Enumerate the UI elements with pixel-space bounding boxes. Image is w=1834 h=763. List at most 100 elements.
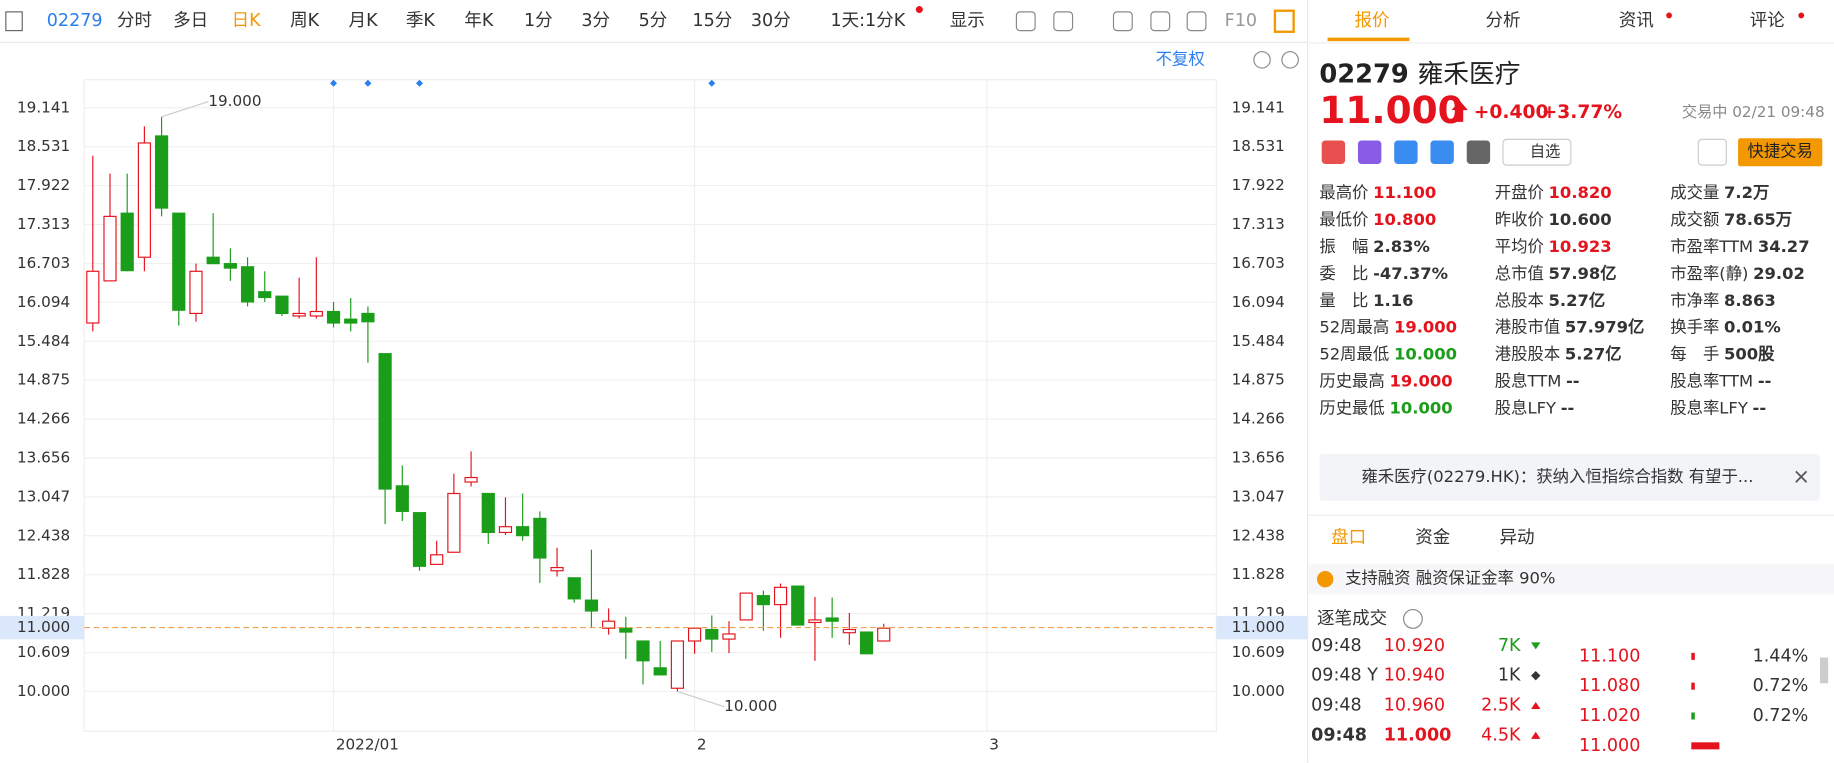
period-tab[interactable]: 日K	[232, 11, 262, 31]
tool-icon[interactable]	[1186, 11, 1207, 32]
stat-item: 市净率 8.863	[1670, 290, 1776, 309]
y2-tick-label: 15.484	[1232, 332, 1285, 350]
stat-item: 52周最高 19.000	[1319, 317, 1457, 336]
feature-icon[interactable]	[1394, 140, 1418, 164]
adjust-toggle[interactable]: 不复权	[1156, 49, 1205, 68]
candle-body	[464, 476, 478, 483]
feature-icon[interactable]	[1357, 140, 1382, 164]
stat-item: 平均价 10.923	[1495, 236, 1612, 255]
period-tab[interactable]: 多日	[173, 11, 208, 31]
feature-icon[interactable]	[1321, 140, 1346, 164]
period-tab[interactable]: 15分	[692, 11, 732, 31]
period-tab[interactable]: 季K	[406, 11, 436, 31]
tool-icon[interactable]	[1053, 11, 1074, 32]
f10-button[interactable]: F10	[1225, 11, 1257, 31]
event-marker[interactable]	[415, 79, 424, 87]
margin-text: 支持融资 融资保证金率 90%	[1345, 569, 1555, 588]
period-tab[interactable]: 5分	[639, 11, 668, 31]
stat-label: 成交量	[1670, 183, 1719, 202]
help-icon[interactable]	[1402, 608, 1423, 629]
period-tab[interactable]: 月K	[349, 11, 379, 31]
period-tab[interactable]: 分时	[117, 11, 152, 31]
stat-item: 历史最高 19.000	[1319, 371, 1452, 390]
stat-value: 29.02	[1753, 263, 1805, 282]
panel-tab[interactable]: 报价	[1354, 11, 1389, 31]
feature-icon[interactable]	[1466, 140, 1491, 164]
candle-body	[430, 554, 444, 565]
candle-body	[137, 142, 151, 258]
trade-time: 09:48	[1311, 636, 1362, 656]
stat-value: 0.01%	[1724, 317, 1781, 336]
candle-body	[619, 627, 633, 633]
x-tick-label: 2022/01	[336, 736, 399, 754]
y-tick-label: 14.266	[17, 410, 70, 428]
quote-price: 11.000	[1319, 88, 1463, 132]
panel-tab[interactable]: 资讯	[1619, 11, 1654, 31]
stat-value: 10.000	[1389, 398, 1452, 417]
stat-value: 2.83%	[1373, 236, 1430, 255]
stat-label: 历史最高	[1319, 371, 1384, 390]
candle-chart: 19.141 19.141 18.531 18.531 17.922 17.922 17.3…	[0, 79, 1308, 754]
period-tab[interactable]: 30分	[751, 11, 791, 31]
badge-dot	[1666, 12, 1673, 19]
stat-item: 股息TTM --	[1495, 371, 1580, 390]
stat-value: 10.600	[1549, 210, 1612, 229]
period-tab[interactable]: 3分	[581, 11, 610, 31]
period-tab[interactable]: 周K	[290, 11, 320, 31]
period-dot	[915, 6, 923, 14]
tool-icon[interactable]	[1112, 11, 1133, 32]
stat-item: 振 幅 2.83%	[1319, 236, 1430, 255]
zoom-in[interactable]	[1281, 51, 1299, 69]
event-marker[interactable]	[708, 79, 716, 87]
candle-body	[808, 619, 822, 624]
period-tab[interactable]: 年K	[464, 11, 494, 31]
layout-icon[interactable]	[1273, 9, 1295, 33]
feature-icon[interactable]	[1430, 140, 1454, 164]
tool-icon[interactable]	[1150, 11, 1171, 32]
last-price-tag	[0, 615, 85, 640]
watch-button[interactable]	[1502, 138, 1572, 166]
period-select[interactable]: 1天:1分K	[830, 11, 905, 31]
stat-item: 成交量 7.2万	[1670, 183, 1769, 202]
candle-body	[722, 633, 736, 640]
panel-tab[interactable]: 分析	[1485, 11, 1520, 31]
tool-icon[interactable]	[1015, 11, 1036, 32]
trade-label[interactable]: 快捷交易	[1747, 142, 1812, 161]
last-price-tag	[1216, 615, 1308, 640]
depth-bar	[1691, 652, 1695, 660]
alert-button[interactable]	[1697, 138, 1727, 166]
y-tick-label: 13.047	[17, 487, 70, 505]
panel-tab[interactable]: 评论	[1750, 11, 1786, 31]
y-tick-label: 17.313	[17, 215, 70, 233]
trade-button[interactable]	[1738, 138, 1823, 167]
stat-value: --	[1566, 371, 1580, 390]
news-box[interactable]	[1319, 454, 1820, 501]
depth-bar	[1691, 712, 1695, 720]
news-close[interactable]: ×	[1792, 463, 1810, 488]
stat-label: 52周最低	[1319, 344, 1389, 363]
y2-tick-label: 17.922	[1232, 176, 1285, 194]
candle-body	[670, 640, 685, 689]
depth-bar	[1691, 682, 1695, 690]
sidebar-icon[interactable]	[5, 11, 23, 32]
sub-tab[interactable]: 资金	[1415, 528, 1451, 548]
last-price-label: 11.000	[1232, 618, 1285, 636]
event-marker[interactable]	[330, 79, 338, 87]
trade-volume: 7K	[1498, 636, 1521, 656]
coin-icon	[1317, 570, 1334, 588]
display-menu[interactable]: 显示	[950, 11, 985, 31]
stat-label: 最高价	[1319, 183, 1368, 202]
stat-value: --	[1753, 398, 1767, 417]
candle-body	[791, 585, 805, 626]
period-tab[interactable]: 1分	[524, 11, 553, 31]
sub-tab[interactable]: 异动	[1499, 528, 1534, 548]
stat-value: 8.863	[1724, 290, 1776, 309]
watch-label[interactable]: 自选	[1530, 143, 1560, 161]
news-text[interactable]: 雍禾医疗(02279.HK)：获纳入恒指综合指数 有望于...	[1361, 467, 1753, 486]
stock-code[interactable]: 02279	[47, 11, 103, 31]
zoom-out[interactable]	[1253, 51, 1271, 69]
trade-volume: 4.5K	[1481, 725, 1521, 745]
sub-tab[interactable]: 盘口	[1331, 528, 1366, 548]
event-marker[interactable]	[364, 79, 372, 87]
stat-label: 振 幅	[1319, 236, 1368, 255]
